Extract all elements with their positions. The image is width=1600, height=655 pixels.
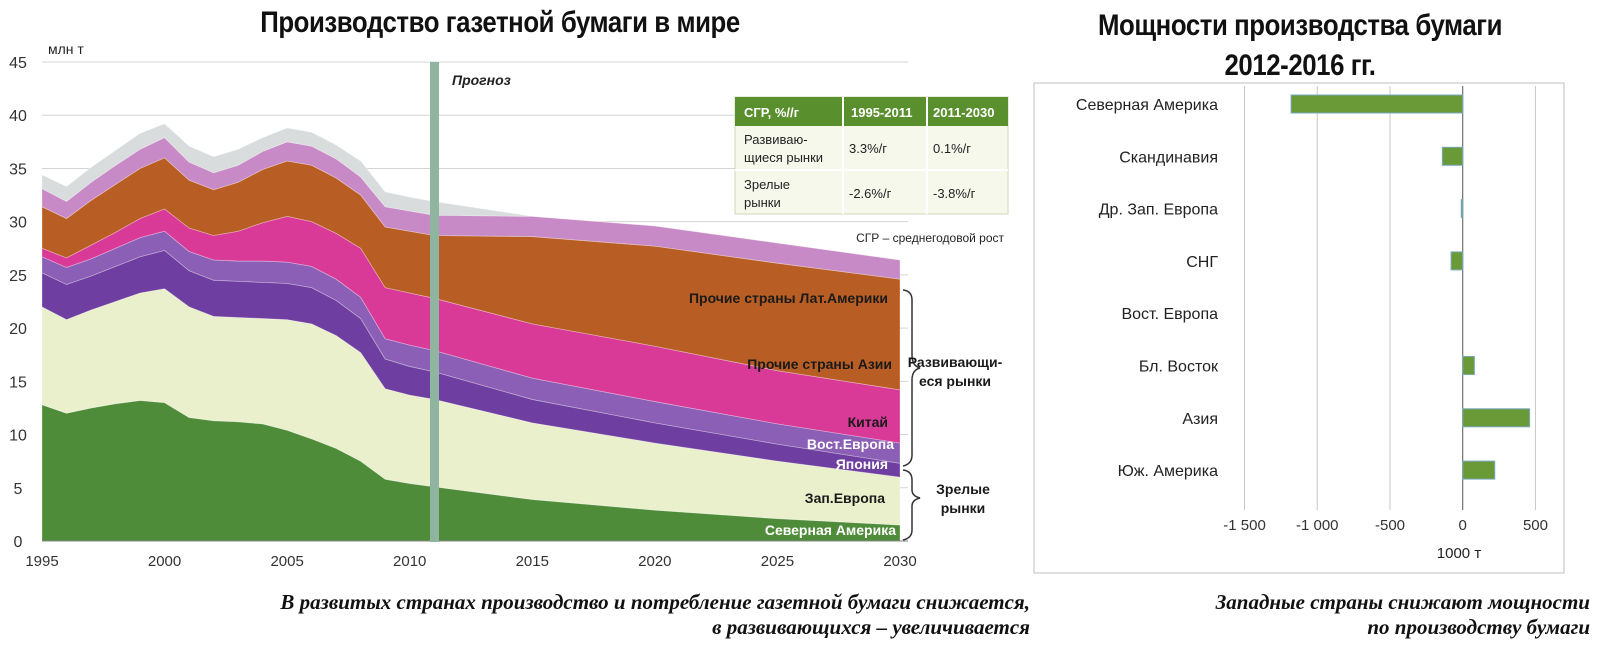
area-east-europe — [41, 230, 901, 464]
bar-x-ticks: -1 500 -1 000 -500 0 500 — [1223, 517, 1548, 534]
bar-category-labels: Северная Америка Скандинавия Др. Зап. Евро… — [1076, 97, 1219, 480]
bar-x-tick-label: 0 — [1459, 517, 1467, 534]
cagr-header-period2: 2011-2030 — [933, 105, 994, 120]
group-mature-line2: рынки — [941, 500, 986, 516]
area-y-ticks: 0 5 10 15 20 25 30 35 40 45 — [9, 55, 27, 551]
group-developing-line1: Развивающи- — [908, 354, 1003, 370]
series-label-japan: Япония — [836, 456, 888, 472]
bar-category-label: Вост. Европа — [1121, 306, 1218, 323]
bar — [1462, 356, 1475, 375]
y-tick-label: 45 — [9, 55, 27, 72]
series-label-north-america: Северная Америка — [765, 522, 896, 538]
forecast-label: Прогноз — [452, 72, 511, 88]
cagr-table: СГР, %//г 1995-2011 2011-2030 Развиваю- … — [734, 96, 1009, 245]
bar-x-axis-label: 1000 т — [1437, 545, 1482, 562]
bar-x-tick-label: -1 500 — [1223, 517, 1266, 534]
cagr-row2-label: рынки — [744, 195, 781, 210]
bar-grid — [1244, 86, 1536, 510]
cagr-row2-v1: -2.6%/г — [849, 186, 892, 201]
y-tick-label: 0 — [14, 534, 23, 551]
left-caption-line2: в развивающихся – увеличивается — [712, 615, 1030, 639]
x-tick-label: 2020 — [638, 553, 671, 570]
y-tick-label: 20 — [9, 321, 27, 338]
bar — [1460, 199, 1464, 219]
cagr-table-header-bg — [735, 97, 1008, 126]
bar-category-label: Северная Америка — [1076, 97, 1218, 114]
right-caption-line2: по производству бумаги — [1367, 615, 1590, 639]
series-label-china: Китай — [848, 414, 888, 430]
left-chart-title: Производство газетной бумаги в мире — [260, 6, 740, 39]
x-tick-label: 1995 — [25, 553, 58, 570]
bar — [1462, 460, 1496, 480]
bar-x-tick-label: 500 — [1523, 517, 1548, 534]
bar-category-label: Др. Зап. Европа — [1099, 202, 1218, 219]
right-caption: Западные страны снижают мощности по прои… — [1080, 590, 1590, 640]
developing-brace — [902, 289, 921, 467]
bar-category-label: Азия — [1182, 411, 1218, 428]
left-caption-line1: В развитых странах производство и потреб… — [280, 590, 1030, 614]
series-label-other-asia: Прочие страны Азии — [747, 356, 892, 372]
y-tick-label: 40 — [9, 108, 27, 125]
x-tick-label: 2005 — [270, 553, 303, 570]
x-tick-label: 2015 — [516, 553, 549, 570]
group-developing-line2: еся рынки — [919, 373, 991, 389]
y-unit-label: млн т — [48, 41, 84, 57]
right-chart-title: Мощности производства бумаги 2012-2016 г… — [1059, 6, 1541, 86]
cagr-row1-label: щиеся рынки — [744, 150, 823, 165]
y-tick-label: 10 — [9, 428, 27, 445]
bar-category-label: СНГ — [1186, 254, 1218, 271]
bar — [1450, 251, 1464, 271]
cagr-row1-v2: 0.1%/г — [933, 141, 971, 156]
forecast-divider — [430, 62, 439, 542]
bar-x-tick-label: -500 — [1375, 517, 1405, 534]
series-label-west-europe: Зап.Европа — [805, 490, 885, 506]
cagr-header-period1: 1995-2011 — [851, 105, 912, 120]
right-caption-line1: Западные страны снижают мощности — [1215, 590, 1590, 614]
cagr-row1-label: Развиваю- — [744, 132, 808, 147]
cagr-row2-v2: -3.8%/г — [933, 186, 976, 201]
series-label-east-europe: Вост.Европа — [807, 436, 894, 452]
left-caption: В развитых странах производство и потреб… — [80, 590, 1030, 640]
right-title-line2: 2012-2016 гг. — [1224, 49, 1376, 82]
y-tick-label: 15 — [9, 374, 27, 391]
right-title-line1: Мощности производства бумаги — [1097, 9, 1503, 42]
mature-brace — [902, 469, 921, 541]
cagr-header-label: СГР, %//г — [744, 105, 800, 120]
bar-category-label: Юж. Америка — [1118, 463, 1219, 480]
group-mature-line1: Зрелые — [936, 481, 990, 497]
bar — [1441, 146, 1464, 166]
x-tick-label: 2025 — [761, 553, 794, 570]
bar-bars — [1290, 94, 1531, 480]
series-label-other-latam: Прочие страны Лат.Америки — [689, 290, 888, 306]
x-tick-label: 2010 — [393, 553, 426, 570]
area-other — [41, 123, 901, 261]
x-tick-label: 2030 — [883, 553, 916, 570]
bar-category-label: Бл. Восток — [1139, 359, 1219, 376]
area-x-ticks: 1995 2000 2005 2010 2015 2020 2025 2030 — [25, 553, 916, 570]
y-tick-label: 5 — [14, 481, 23, 498]
bar-chart-frame — [1033, 82, 1565, 574]
cagr-note: СГР – среднегодовой рост — [856, 231, 1004, 245]
y-tick-label: 25 — [9, 268, 27, 285]
cagr-row2-label: Зрелые — [744, 177, 790, 192]
y-tick-label: 35 — [9, 161, 27, 178]
bar — [1290, 94, 1464, 114]
bar-category-label: Скандинавия — [1119, 149, 1218, 166]
bar — [1462, 408, 1531, 428]
bar-x-tick-label: -1 000 — [1296, 517, 1339, 534]
y-tick-label: 30 — [9, 215, 27, 232]
area-layers — [41, 123, 901, 542]
cagr-row1-v1: 3.3%/г — [849, 141, 887, 156]
x-tick-label: 2000 — [148, 553, 181, 570]
